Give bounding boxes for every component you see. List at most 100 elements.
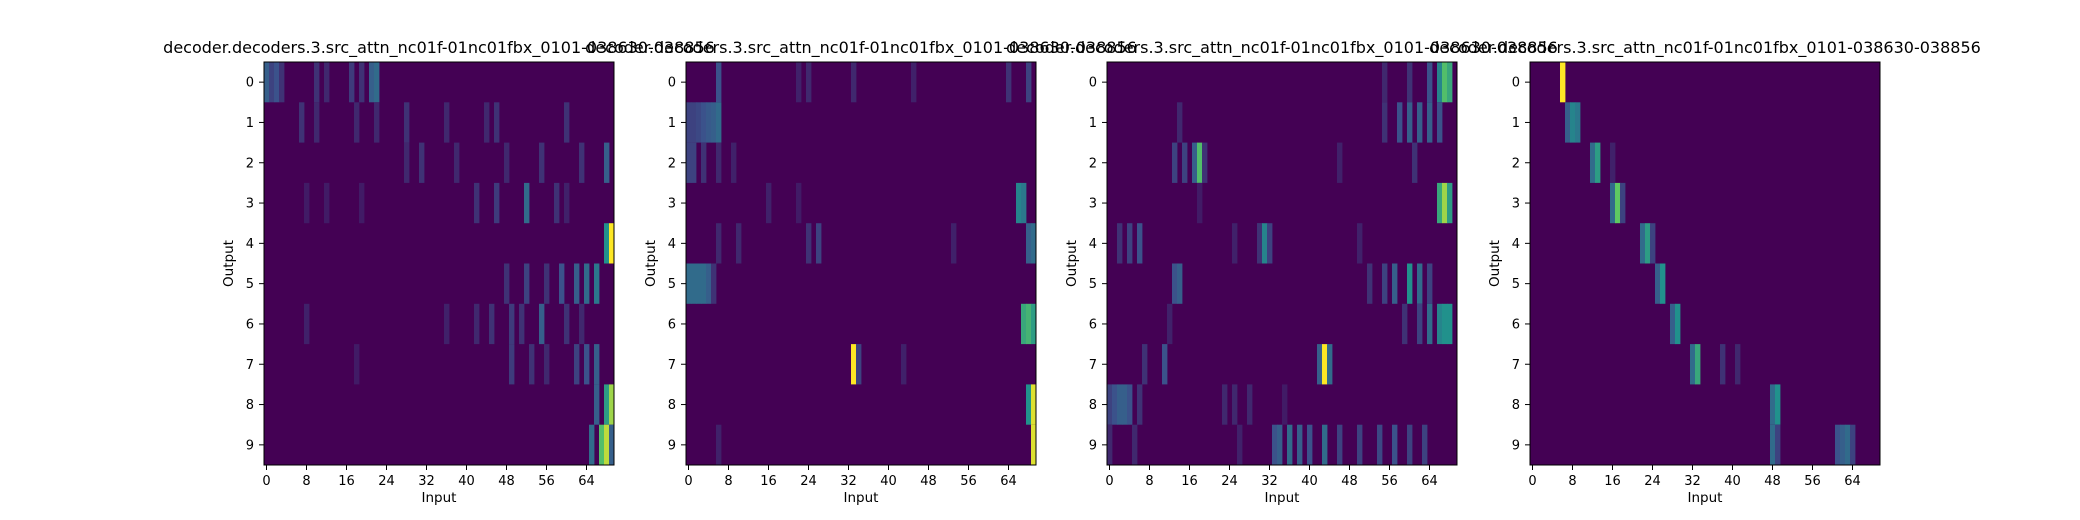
y-tick-label: 5 [1089,277,1097,292]
y-tick-label: 1 [1512,116,1520,131]
x-tick-label: 16 [1604,474,1621,489]
heatmap-cell [1031,223,1037,264]
x-tick-label: 64 [1421,474,1438,489]
heatmap-cell [1560,62,1566,103]
heatmap-cell [1392,424,1398,465]
heatmap-cell [1267,223,1273,264]
heatmap-cell [604,384,610,425]
x-tick-label: 8 [1145,474,1153,489]
heatmap-cell [1610,182,1616,224]
heatmap-cell [1117,223,1123,264]
heatmap-cell [1570,102,1576,143]
heatmap-cell [1695,344,1701,385]
plot-frame [263,61,615,466]
heatmap-cell [1127,223,1133,264]
y-axis-label: Output [1487,240,1503,287]
heatmap-cell [1770,424,1776,465]
heatmap-cell [1016,182,1022,224]
x-tick-label: 40 [458,474,475,489]
heatmap-cell [1006,62,1012,103]
heatmap-cell [716,142,722,183]
heatmap-cell [1287,424,1293,465]
heatmap-cell [354,344,360,385]
heatmap-cell [1247,384,1253,425]
heatmap-cell [304,182,310,224]
heatmap-cell [494,182,500,224]
heatmap-cell [706,263,712,304]
y-tick-label: 2 [1089,156,1097,171]
heatmap-cell [1447,62,1453,103]
heatmap-cell [564,303,570,345]
heatmap-cell [1447,303,1453,345]
y-tick-label: 6 [1512,317,1520,332]
heatmap-cell [419,142,425,183]
heatmap-cell [706,102,712,143]
x-tick-label: 56 [1804,474,1821,489]
y-tick-label: 8 [1512,398,1520,413]
heatmap-cell [701,142,707,183]
heatmap-cell [1327,344,1333,385]
heatmap-cell [1031,303,1037,345]
heatmap-cell [1142,344,1148,385]
heatmap-cell [1172,263,1178,304]
y-tick-label: 8 [1089,398,1097,413]
heatmap-cell [1670,303,1676,345]
heatmap-cell [731,142,737,183]
plot-frame [1529,61,1881,466]
heatmap-cell [1427,303,1433,345]
heatmap-cell [559,263,565,304]
heatmap-cell [1117,384,1123,425]
y-axis-label: Output [643,240,659,287]
heatmap-cell [524,182,530,224]
heatmap-cell [594,263,600,304]
heatmap-cell [1162,344,1168,385]
heatmap-cell [696,263,702,304]
heatmap-cell [696,102,702,143]
heatmap-cell [1026,223,1032,264]
y-tick-label: 6 [668,317,676,332]
y-tick-label: 9 [668,438,676,453]
heatmap-cell [539,142,545,183]
heatmap-cell [796,62,802,103]
heatmap-cell [691,263,697,304]
x-tick-label: 8 [724,474,732,489]
heatmap-cell [1397,102,1403,143]
x-axis-label: Input [422,490,457,506]
heatmap-cell [1137,223,1143,264]
heatmap-cell [1412,142,1418,183]
x-tick-label: 32 [418,474,435,489]
heatmap-cell [1590,142,1596,183]
heatmap-cell [1031,424,1037,465]
heatmap-cell [1407,62,1413,103]
y-tick-label: 4 [668,237,676,252]
y-tick-label: 7 [1512,358,1520,373]
heatmap-cell [1775,384,1781,425]
heatmap-cell [269,62,275,103]
x-tick-label: 48 [920,474,937,489]
heatmap-cell [609,223,615,264]
heatmap-cell [519,303,525,345]
heatmap-cell [369,62,375,103]
y-tick-label: 2 [246,156,254,171]
heatmap-cell [1835,424,1841,465]
heatmap-cell [1337,142,1343,183]
heatmap-cell [796,182,802,224]
heatmap-cell [1427,62,1433,103]
heatmap-cell [1232,223,1238,264]
x-tick-label: 0 [262,474,270,489]
heatmap-cell [1307,424,1313,465]
heatmap-cell [1317,344,1323,385]
heatmap-cell [1645,223,1651,264]
heatmap-cell [324,62,330,103]
heatmap-cell [544,344,550,385]
x-tick-label: 16 [760,474,777,489]
heatmap-cell [509,303,515,345]
x-tick-label: 56 [538,474,555,489]
heatmap-cell [404,142,410,183]
heatmap-cell [1660,263,1666,304]
heatmap-cell [504,263,510,304]
y-tick-label: 3 [1089,197,1097,212]
heatmap-cell [1392,263,1398,304]
y-tick-label: 9 [246,438,254,453]
y-tick-label: 9 [1512,438,1520,453]
